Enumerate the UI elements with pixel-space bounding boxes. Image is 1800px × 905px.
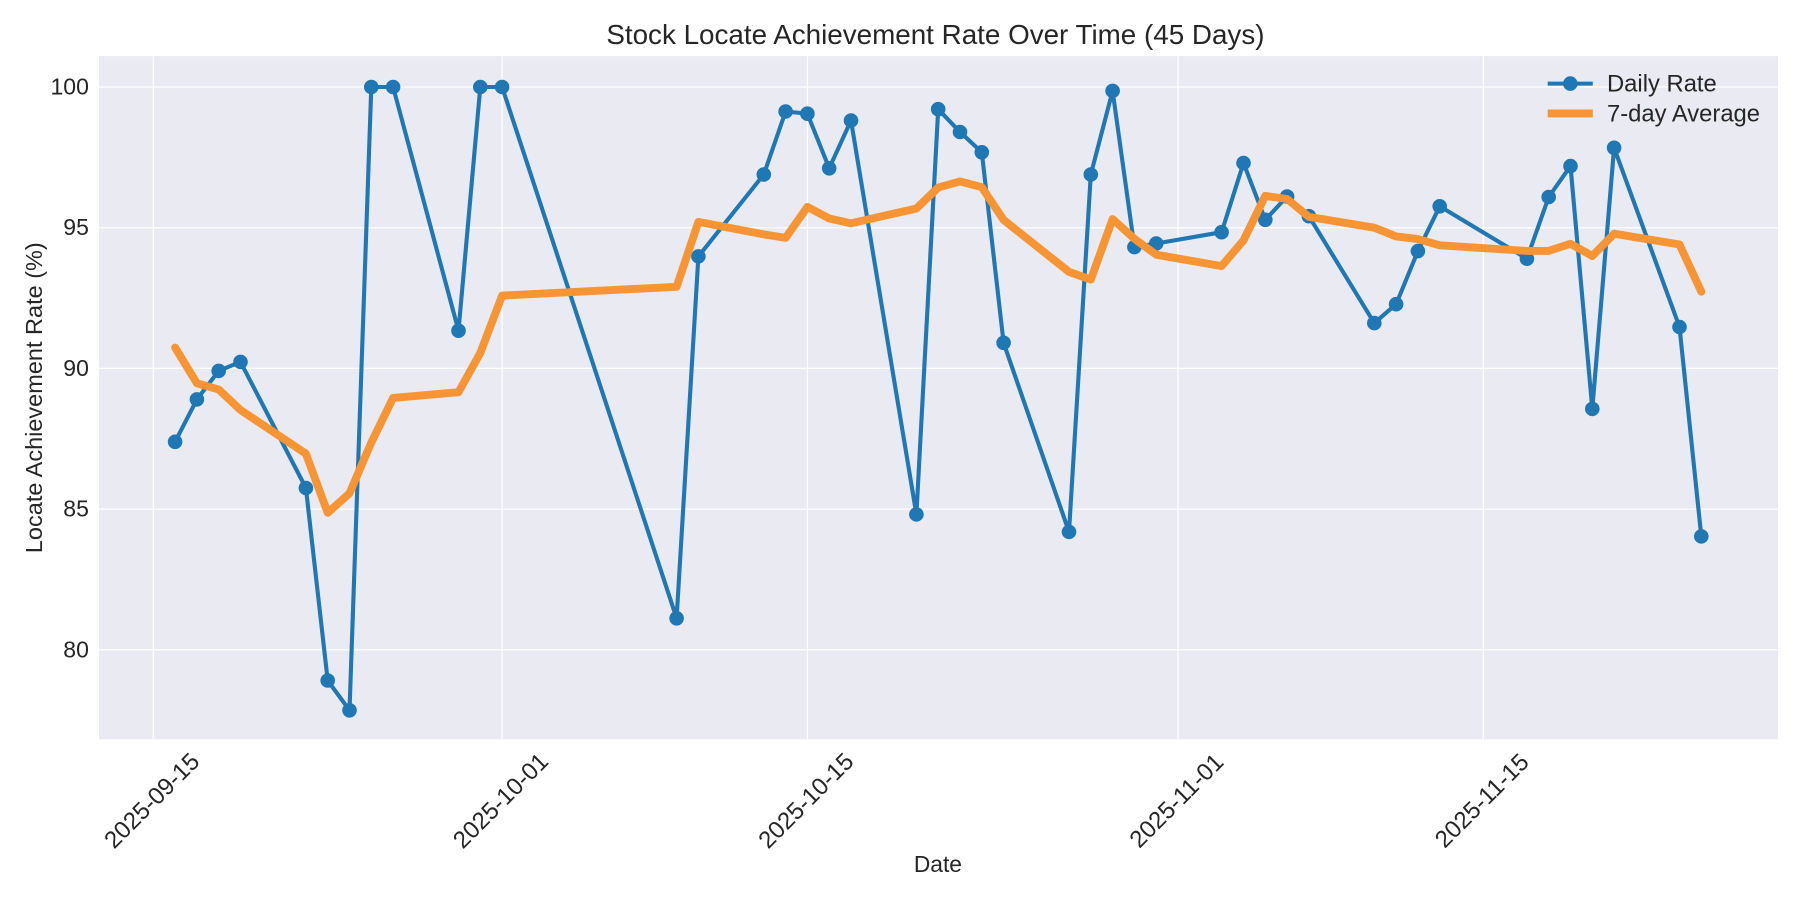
svg-text:95: 95 xyxy=(63,214,89,240)
svg-text:100: 100 xyxy=(51,74,89,100)
svg-text:80: 80 xyxy=(63,636,89,662)
svg-text:85: 85 xyxy=(63,496,89,522)
svg-text:Date: Date xyxy=(914,851,962,877)
svg-text:7-day Average: 7-day Average xyxy=(1607,100,1760,127)
svg-text:90: 90 xyxy=(63,355,89,381)
svg-text:Locate Achievement Rate (%): Locate Achievement Rate (%) xyxy=(21,242,47,553)
svg-text:Daily Rate: Daily Rate xyxy=(1607,70,1717,97)
svg-text:Stock Locate Achievement Rate: Stock Locate Achievement Rate Over Time … xyxy=(606,19,1264,50)
